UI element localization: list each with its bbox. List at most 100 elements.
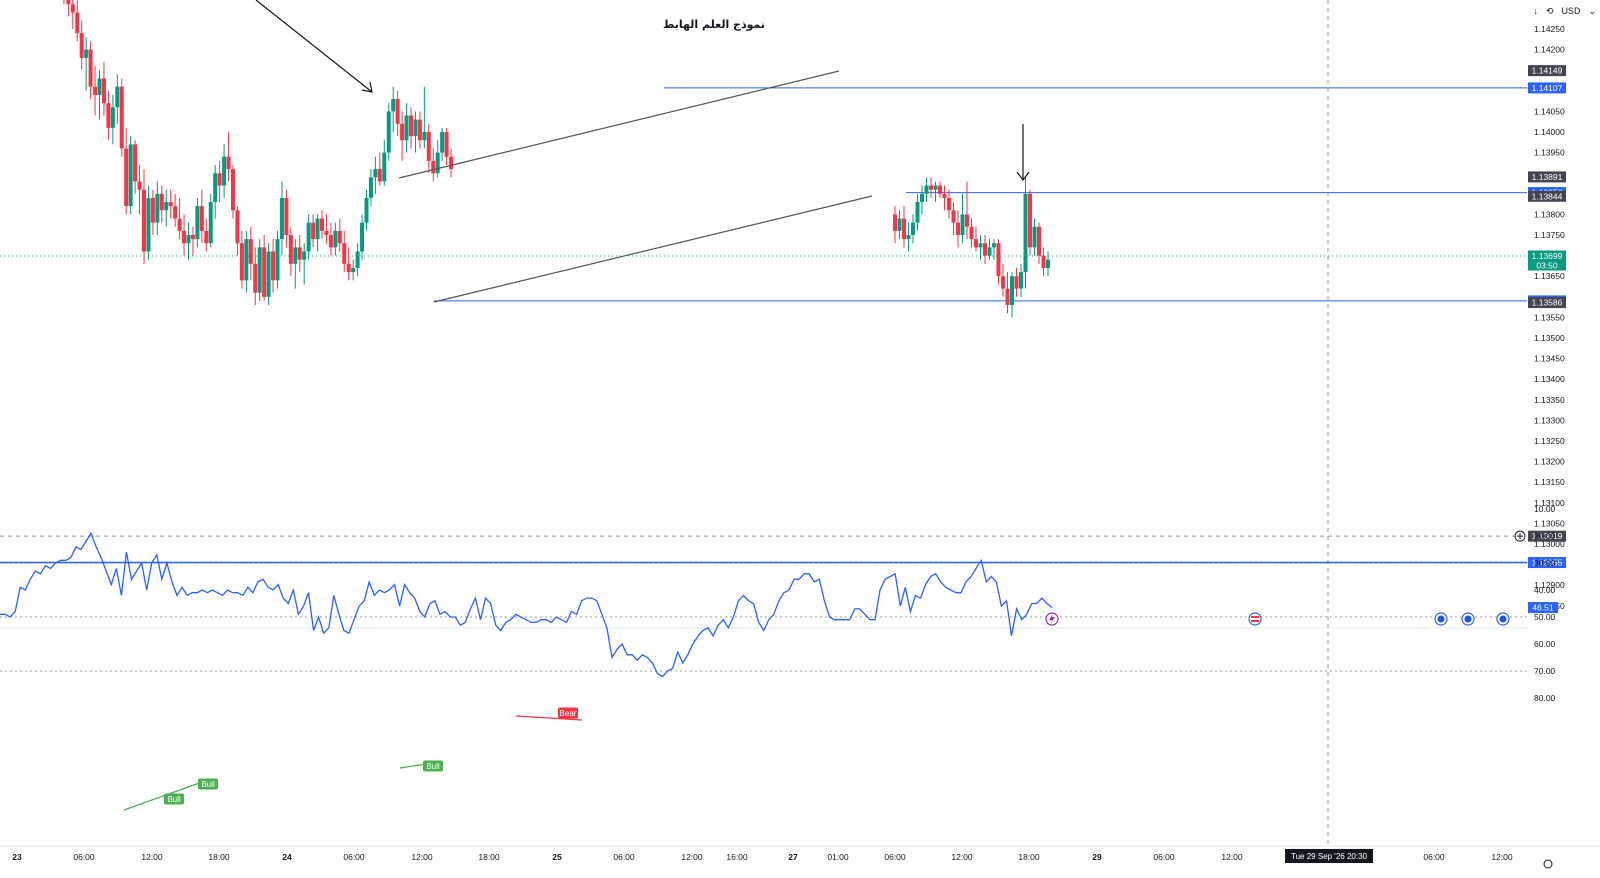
us-flag-icon[interactable]	[1248, 612, 1262, 626]
eu-flag-icon[interactable]	[1496, 612, 1510, 626]
candle-body	[159, 193, 164, 211]
time-tick-label: 12:00	[681, 852, 703, 862]
price-tag-box	[1528, 557, 1566, 569]
candle-body	[1010, 276, 1014, 306]
time-axis[interactable]: 23 06:00 12:00 18:00 24 06:00 12:00 18:00 25 06:0…	[0, 845, 1600, 869]
time-tick-label: 12:00	[411, 852, 433, 862]
price-tag-box	[1528, 530, 1566, 542]
candle-body	[320, 218, 324, 231]
candle-body	[262, 247, 267, 297]
candle-body	[395, 99, 400, 124]
candle-body	[351, 267, 356, 273]
horizontal-levels[interactable]	[0, 87, 1527, 564]
globe-icon-dot	[1437, 615, 1445, 623]
candle-body	[933, 185, 938, 190]
price-axis-bg	[1527, 0, 1600, 873]
candle-body	[444, 132, 449, 157]
candle-body	[297, 247, 302, 260]
candle-body	[368, 177, 373, 198]
price-tick-label: 1.13250	[1534, 436, 1565, 446]
down-arrow-head	[1016, 171, 1030, 181]
candle-body	[306, 222, 311, 252]
price-tick-label: 1.13800	[1534, 209, 1565, 219]
rsi-tick-label: 20.00	[1534, 531, 1556, 541]
candle-body	[204, 230, 209, 244]
candle-body	[253, 263, 258, 293]
event-icons[interactable]	[1045, 612, 1510, 626]
candle-body	[906, 235, 911, 240]
time-tick-label: 27	[788, 852, 798, 862]
candle-body	[1019, 272, 1023, 289]
candle-body	[360, 222, 365, 252]
price-tick-label: 1.13150	[1534, 477, 1565, 487]
currency-label[interactable]: USD	[1561, 6, 1581, 16]
us-flag-icon-stripe	[1251, 616, 1259, 618]
candle-body	[449, 156, 454, 170]
time-tick-label: 06:00	[1423, 852, 1445, 862]
channel-upper-line	[398, 70, 840, 179]
time-tick-label: 29	[1092, 852, 1102, 862]
time-tick-label: 18:00	[478, 852, 500, 862]
price-tick-label: 1.14250	[1534, 24, 1565, 34]
candle-body	[93, 86, 98, 95]
divergence-label: Bull	[201, 780, 215, 789]
candles	[63, 0, 1050, 318]
price-tick-label: 1.13350	[1534, 395, 1565, 405]
candle-body	[1037, 226, 1041, 256]
candle-body	[431, 160, 436, 174]
candle-body	[226, 156, 231, 170]
candle-body	[355, 251, 360, 268]
price-tick-label: 1.13550	[1534, 312, 1565, 322]
candle-body	[969, 226, 974, 240]
candle-body	[146, 197, 151, 252]
candle-body	[929, 185, 933, 190]
candle-body	[1023, 193, 1028, 273]
candle-body	[992, 243, 996, 248]
lightning-icon-bolt	[1049, 614, 1055, 624]
candle-body	[1001, 276, 1005, 289]
candle-body	[279, 197, 284, 240]
rsi-series-line	[0, 531, 1053, 678]
candle-body	[195, 206, 200, 240]
trend-arrow-line	[255, 0, 373, 93]
candle-body	[960, 214, 965, 235]
candle-body	[88, 49, 93, 87]
rsi-tick-label: 50.00	[1534, 612, 1556, 622]
chevron-down-icon[interactable]: ⌄	[1588, 5, 1596, 16]
drawings[interactable]	[255, 0, 1030, 303]
candle-body	[422, 132, 427, 141]
down-arrow-icon[interactable]: ↓	[1533, 6, 1538, 16]
candle-body	[164, 202, 169, 211]
price-tick-label: 1.13300	[1534, 415, 1565, 425]
time-tick-label: 12:00	[1221, 852, 1243, 862]
candle-body	[337, 230, 342, 244]
candle-body	[124, 148, 129, 207]
candle-body	[947, 197, 951, 211]
time-tick-label: 06:00	[1153, 852, 1175, 862]
price-tag-box	[1528, 171, 1566, 183]
rsi-line	[0, 531, 1053, 678]
rsi-band	[0, 562, 1527, 672]
candle-body	[244, 239, 249, 281]
candle-body	[137, 181, 142, 190]
candle-body	[208, 202, 213, 244]
candle-body	[435, 152, 440, 174]
price-tick-label: 1.13400	[1534, 374, 1565, 384]
globe-icon[interactable]	[1434, 612, 1448, 626]
candle-body	[987, 247, 992, 256]
price-axis[interactable]: 1.14250 1.14200 1.14050 1.14000 1.13950 1.138…	[1514, 0, 1600, 873]
candle-body	[915, 202, 920, 223]
candle-body	[97, 78, 102, 95]
price-tag-box	[1528, 65, 1566, 77]
candle-body	[311, 222, 316, 240]
lightning-icon[interactable]	[1045, 612, 1059, 626]
candle-body	[119, 86, 124, 149]
globe-icon[interactable]	[1461, 612, 1475, 626]
candle-body	[302, 251, 307, 260]
candle-body	[328, 235, 333, 248]
sync-icon[interactable]: ⟲	[1545, 5, 1554, 16]
price-tick-label: 1.14050	[1534, 106, 1565, 116]
candle-body	[284, 197, 289, 235]
